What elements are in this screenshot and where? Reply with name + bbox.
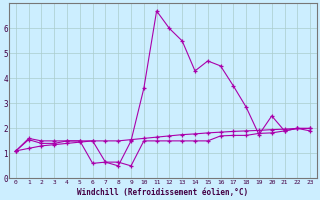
X-axis label: Windchill (Refroidissement éolien,°C): Windchill (Refroidissement éolien,°C) (77, 188, 249, 197)
